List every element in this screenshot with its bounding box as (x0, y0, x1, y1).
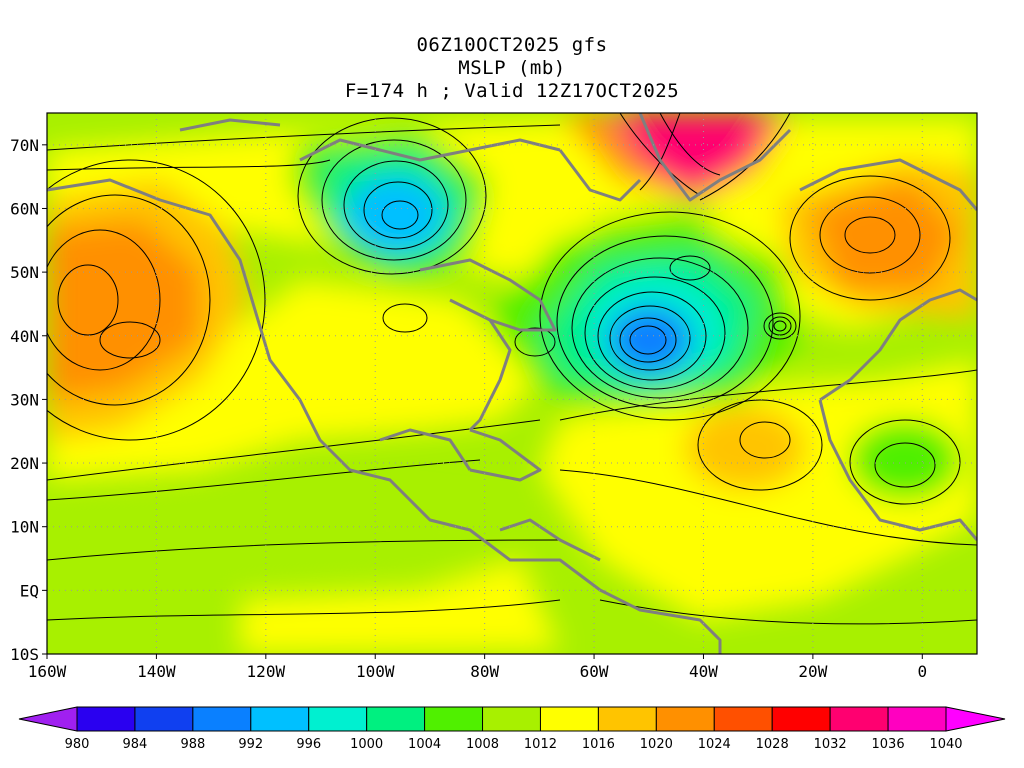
colorbar-label: 1008 (466, 737, 499, 752)
coastlines (47, 113, 977, 654)
lat-tick-label: EQ (20, 581, 39, 600)
colorbar-extend-low (18, 706, 78, 732)
lat-tick-label: 70N (10, 136, 39, 155)
colorbar-label: 1012 (524, 737, 557, 752)
chart-title-line-2: MSLP (mb) (458, 57, 566, 79)
chart-title-line-1: 06Z10OCT2025 gfs (416, 34, 608, 56)
colorbar-label: 1016 (582, 737, 615, 752)
lat-tick-label: 10N (10, 518, 39, 537)
colorbar-label: 1024 (698, 737, 731, 752)
colorbar: 980 984 988 992 996 1000 1004 1008 1012 1016 1020 1… (18, 706, 1006, 752)
lat-tick-label: 10S (10, 645, 39, 664)
lat-tick-label: 60N (10, 199, 39, 218)
colorbar-segment (308, 706, 368, 732)
colorbar-segment (655, 706, 715, 732)
colorbar-label: 1032 (814, 737, 847, 752)
colorbar-label: 1040 (929, 737, 962, 752)
colorbar-label: 1020 (640, 737, 673, 752)
colorbar-label: 1036 (872, 737, 905, 752)
colorbar-segment (482, 706, 541, 732)
lat-tick-label: 50N (10, 263, 39, 282)
colorbar-label: 1028 (756, 737, 789, 752)
lon-tick-label: 0 (917, 662, 927, 681)
lon-tick-label: 60W (580, 662, 609, 681)
lon-tick-label: 100W (356, 662, 395, 681)
colorbar-label: 996 (296, 737, 321, 752)
colorbar-segment (192, 706, 252, 732)
colorbar-segment (771, 706, 831, 732)
grid-lines (47, 113, 977, 654)
map-frame (46, 112, 978, 655)
lat-tick-label: 20N (10, 454, 39, 473)
lon-tick-label: 160W (28, 662, 67, 681)
colorbar-label: 980 (65, 737, 90, 752)
lon-tick-label: 40W (689, 662, 718, 681)
lon-tick-label: 140W (137, 662, 176, 681)
colorbar-extend-high (945, 706, 1006, 732)
colorbar-segment (829, 706, 889, 732)
colorbar-segment (366, 706, 426, 732)
lon-tick-label: 120W (247, 662, 286, 681)
colorbar-segment (539, 706, 599, 732)
colorbar-label: 988 (180, 737, 205, 752)
colorbar-segment (713, 706, 773, 732)
colorbar-label: 992 (238, 737, 263, 752)
colorbar-segment (76, 706, 136, 732)
longitude-axis: 160W 140W 120W 100W 80W 60W 40W 20W 0 (28, 654, 927, 681)
colorbar-label: 984 (123, 737, 148, 752)
colorbar-label: 1004 (408, 737, 441, 752)
colorbar-label: 1000 (350, 737, 383, 752)
colorbar-segment (887, 706, 947, 732)
pressure-field (47, 113, 977, 654)
colorbar-segment (424, 706, 484, 732)
isobars (47, 113, 977, 625)
lat-tick-label: 30N (10, 390, 39, 409)
colorbar-segment (250, 706, 310, 732)
lon-tick-label: 80W (470, 662, 499, 681)
lon-tick-label: 20W (798, 662, 827, 681)
latitude-axis: 70N 60N 50N 40N 30N 20N 10N EQ 10S (10, 136, 47, 664)
lat-tick-label: 40N (10, 327, 39, 346)
colorbar-segment (134, 706, 194, 732)
colorbar-segment (597, 706, 657, 732)
chart-title-line-3: F=174 h ; Valid 12Z17OCT2025 (344, 80, 680, 102)
